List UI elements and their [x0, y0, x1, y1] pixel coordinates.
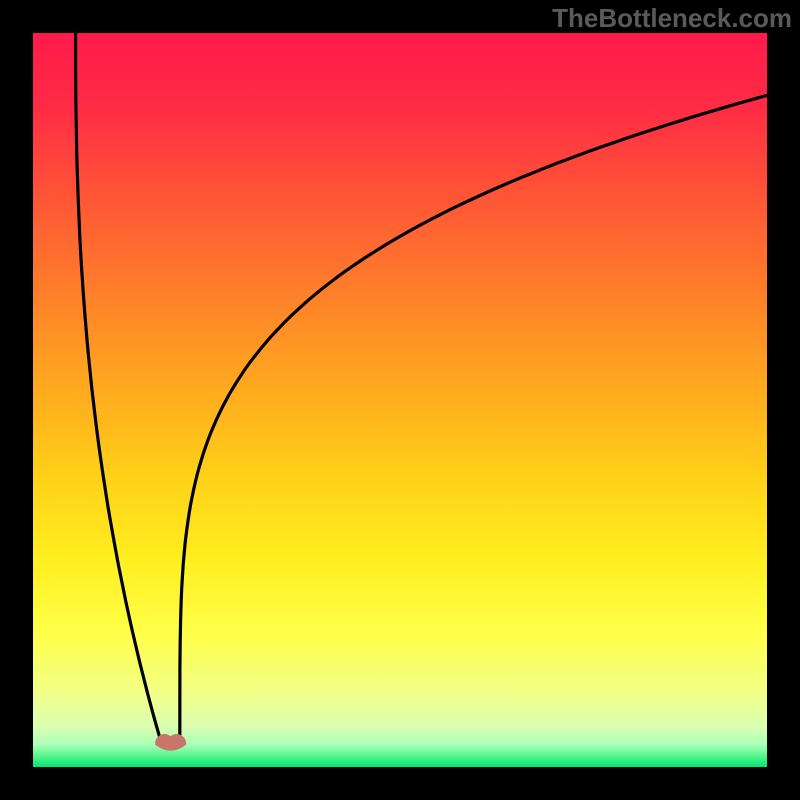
- plot-svg: [33, 33, 767, 767]
- watermark-text: TheBottleneck.com: [552, 3, 792, 34]
- optimum-marker: [156, 735, 186, 751]
- plot-area: [33, 33, 767, 767]
- gradient-background: [33, 33, 767, 767]
